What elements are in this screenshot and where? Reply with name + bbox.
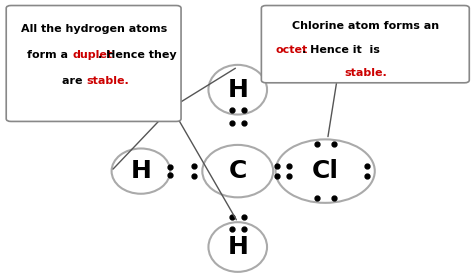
FancyBboxPatch shape — [6, 6, 181, 121]
Text: H: H — [130, 159, 151, 183]
Text: stable.: stable. — [87, 76, 129, 86]
Text: All the hydrogen atoms: All the hydrogen atoms — [20, 24, 167, 34]
Text: Chlorine atom forms an: Chlorine atom forms an — [292, 21, 439, 31]
Text: Cl: Cl — [312, 159, 338, 183]
Text: form a: form a — [27, 50, 73, 60]
Text: octet: octet — [275, 45, 308, 55]
Text: duplet: duplet — [73, 50, 112, 60]
FancyBboxPatch shape — [261, 6, 469, 83]
Text: . Hence they: . Hence they — [99, 50, 177, 60]
Text: . Hence it  is: . Hence it is — [301, 45, 379, 55]
Text: H: H — [228, 235, 248, 259]
Text: C: C — [228, 159, 247, 183]
Text: H: H — [228, 78, 248, 102]
Text: are: are — [62, 76, 87, 86]
Text: stable.: stable. — [344, 68, 387, 78]
